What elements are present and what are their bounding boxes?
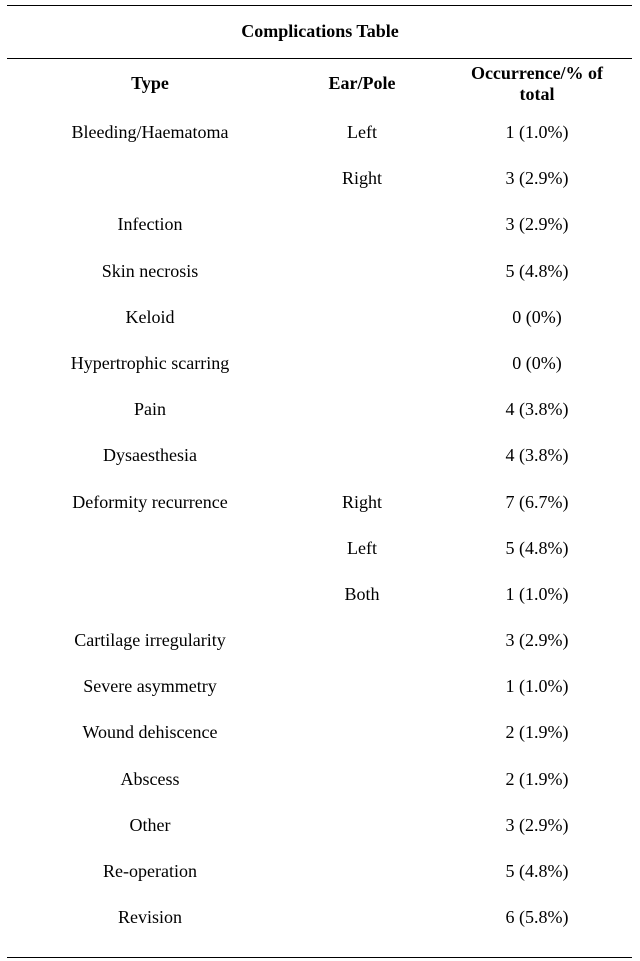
- header-occurrence-line2: total: [519, 84, 555, 104]
- header-ear-pole: Ear/Pole: [328, 73, 396, 93]
- cell-ear-pole: Left: [347, 122, 377, 142]
- table-row: Re-operation 5 (4.8%): [0, 847, 640, 893]
- cell-type: Wound dehiscence: [82, 722, 218, 743]
- cell-type: Hypertrophic scarring: [70, 352, 230, 373]
- header-occurrence-line1: Occurrence/% of: [470, 63, 604, 83]
- cell-type: Severe asymmetry: [83, 676, 217, 697]
- cell-occurrence: 3 (2.9%): [505, 168, 569, 189]
- table-row: Severe asymmetry 1 (1.0%): [0, 662, 640, 708]
- header-occurrence: Occurrence/% of total: [437, 63, 637, 105]
- cell-occurrence: 3 (2.9%): [505, 630, 569, 651]
- cell-occurrence: 2 (1.9%): [505, 768, 569, 789]
- table-row: Other 3 (2.9%): [0, 801, 640, 847]
- cell-type: Abscess: [120, 768, 180, 789]
- header-type: Type: [131, 73, 169, 93]
- cell-occurrence: 4 (3.8%): [505, 399, 569, 420]
- cell-occurrence: 5 (4.8%): [505, 260, 569, 281]
- table-row: Wound dehiscence 2 (1.9%): [0, 708, 640, 754]
- cell-occurrence: 7 (6.7%): [505, 491, 569, 512]
- cell-ear-pole: Both: [344, 583, 380, 604]
- table-row: Infection 3 (2.9%): [0, 200, 640, 246]
- cell-type: Skin necrosis: [101, 260, 199, 281]
- cell-ear-pole: Right: [341, 168, 382, 189]
- cell-occurrence: 5 (4.8%): [505, 537, 569, 558]
- cell-occurrence: 1 (1.0%): [505, 676, 569, 697]
- cell-type: Pain: [133, 399, 166, 420]
- cell-type: Re-operation: [103, 861, 197, 881]
- cell-type: Cartilage irregularity: [74, 630, 226, 651]
- cell-occurrence: 0 (0%): [512, 352, 562, 373]
- cell-type: Revision: [117, 907, 182, 928]
- table-row: Both 1 (1.0%): [0, 570, 640, 616]
- table-row: Bleeding/Haematoma Left 1 (1.0%): [0, 108, 640, 154]
- cell-occurrence: 1 (1.0%): [505, 583, 569, 604]
- cell-type: Keloid: [125, 306, 175, 327]
- cell-occurrence: 4 (3.8%): [505, 445, 569, 466]
- table-row: Deformity recurrence Right 7 (6.7%): [0, 478, 640, 524]
- table-row: Dysaesthesia 4 (3.8%): [0, 431, 640, 477]
- cell-occurrence: 3 (2.9%): [505, 814, 569, 835]
- table-row: Pain 4 (3.8%): [0, 385, 640, 431]
- cell-type: Deformity recurrence: [72, 491, 228, 512]
- table-row: Left 5 (4.8%): [0, 524, 640, 570]
- table-row: Keloid 0 (0%): [0, 293, 640, 339]
- cell-type: Bleeding/Haematoma: [71, 122, 229, 142]
- cell-occurrence: 3 (2.9%): [505, 214, 569, 235]
- table-body: Bleeding/Haematoma Left 1 (1.0%) Right 3 (2.…: [0, 108, 640, 939]
- title-divider-rule: [7, 58, 632, 59]
- cell-occurrence: 2 (1.9%): [505, 722, 569, 743]
- cell-occurrence: 0 (0%): [512, 306, 562, 327]
- table-row: Cartilage irregularity 3 (2.9%): [0, 616, 640, 662]
- cell-ear-pole: Right: [341, 491, 382, 512]
- cell-type: Dysaesthesia: [103, 445, 197, 466]
- table-row: Abscess 2 (1.9%): [0, 755, 640, 801]
- table-top-rule: [7, 5, 632, 6]
- table-bottom-rule: [7, 957, 632, 958]
- cell-occurrence: 1 (1.0%): [505, 122, 569, 142]
- cell-occurrence: 5 (4.8%): [505, 861, 569, 881]
- cell-type: Infection: [117, 214, 183, 235]
- table-row: Revision 6 (5.8%): [0, 893, 640, 939]
- cell-type: Other: [129, 814, 171, 835]
- cell-ear-pole: Left: [347, 537, 377, 558]
- cell-occurrence: 6 (5.8%): [505, 907, 569, 928]
- table-row: Right 3 (2.9%): [0, 154, 640, 200]
- table-title: Complications Table: [241, 21, 399, 41]
- table-row: Hypertrophic scarring 0 (0%): [0, 339, 640, 385]
- table-row: Skin necrosis 5 (4.8%): [0, 247, 640, 293]
